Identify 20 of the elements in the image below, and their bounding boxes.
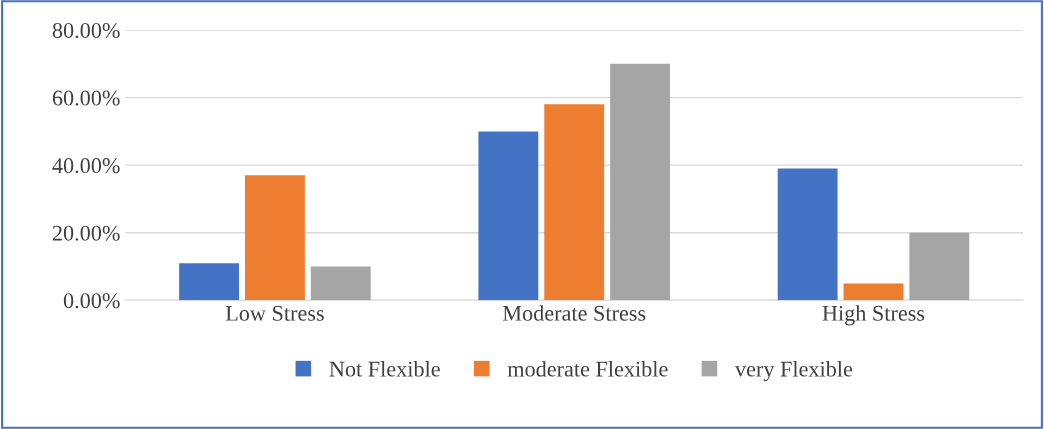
- y-tick-label: 80.00%: [52, 22, 120, 39]
- bar: [843, 283, 904, 301]
- y-tick-label: 20.00%: [52, 225, 120, 241]
- y-tick-label: 40.00%: [52, 158, 120, 174]
- legend-label: very Flexible: [734, 360, 853, 382]
- bar: [544, 104, 605, 301]
- y-tick-label: 0.00%: [63, 293, 120, 309]
- legend-label: Not Flexible: [329, 360, 440, 377]
- bar: [610, 63, 670, 301]
- bar: [909, 232, 970, 301]
- x-tick-label: Low Stress: [225, 305, 324, 321]
- bar: [777, 168, 838, 301]
- x-tick-label: High Stress: [822, 305, 925, 326]
- bar: [179, 263, 240, 301]
- y-tick-label: 60.00%: [52, 90, 120, 106]
- bar: [478, 131, 539, 301]
- bar: [244, 175, 305, 301]
- x-tick-label: Moderate Stress: [502, 305, 646, 321]
- bar: [310, 266, 371, 301]
- legend-label: moderate Flexible: [507, 360, 668, 377]
